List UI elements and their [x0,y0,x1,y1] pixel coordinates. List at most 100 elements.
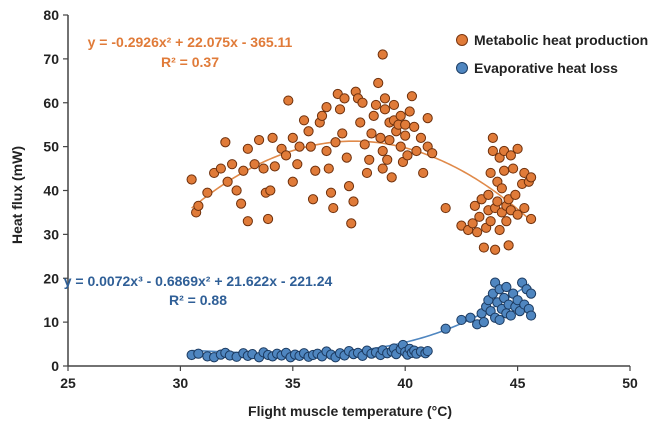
metabolic-point [492,196,503,207]
metabolic-point [236,198,247,209]
evaporative-point [525,310,537,321]
x-tick-label: 30 [173,375,189,391]
metabolic-equation: y = -0.2926x² + 22.075x - 365.11 [88,34,293,50]
metabolic-point [341,152,352,163]
metabolic-point [501,216,512,227]
metabolic-point [472,227,483,238]
x-axis-label: Flight muscle temperature (°C) [248,403,452,419]
evaporative-point [525,288,537,299]
metabolic-point [305,141,316,152]
evaporative-point [494,314,505,326]
metabolic-point [375,132,386,143]
metabolic-point [525,172,537,183]
legend: Metabolic heat production Evaporative he… [456,32,648,76]
metabolic-point [269,161,280,172]
metabolic-point [368,110,379,122]
metabolic-point [474,211,485,222]
metabolic-point [321,102,332,113]
evaporative-point [422,345,433,357]
metabolic-point [359,139,370,150]
metabolic-point [238,165,249,176]
metabolic-point [525,213,537,225]
metabolic-point [373,77,384,89]
metabolic-point [267,132,278,143]
metabolic-point [325,187,337,198]
x-axis-ticks: 25 30 35 40 45 50 [60,366,638,391]
metabolic-point [485,167,496,179]
metabolic-point [395,141,406,152]
metabolic-point [404,106,415,117]
metabolic-point [400,119,411,130]
evaporative-point [456,314,467,326]
evaporative-point [501,281,512,293]
metabolic-point [193,200,204,211]
metabolic-point [485,216,496,227]
metabolic-point [321,145,332,157]
evaporative-fit-curve [191,283,530,355]
metabolic-point [478,242,489,253]
metabolic-point [355,117,366,128]
metabolic-point [402,150,413,161]
metabolic-point [422,113,433,124]
evaporative-point [440,323,451,334]
metabolic-point [512,143,523,154]
metabolic-point [348,196,359,207]
metabolic-point [503,240,514,251]
metabolic-point [287,132,298,143]
metabolic-point [379,93,391,104]
metabolic-point [265,185,276,196]
x-tick-label: 45 [510,375,526,391]
metabolic-point [215,163,226,174]
y-tick-label: 10 [43,314,59,330]
metabolic-point [384,134,395,146]
y-tick-label: 20 [43,270,59,286]
metabolic-point [343,181,355,192]
metabolic-point [231,185,242,196]
evaporative-equation: y = 0.0072x³ - 0.6869x² + 21.622x - 221.… [64,273,333,289]
metabolic-point [519,202,530,214]
metabolic-point [377,49,388,60]
metabolic-fit-equation: y = -0.2926x² + 22.075x - 365.11 R² = 0.… [88,34,293,70]
metabolic-point [494,224,505,236]
metabolic-point [202,187,213,198]
x-tick-label: 50 [622,375,638,391]
metabolic-point [400,130,411,141]
y-tick-label: 50 [43,139,59,155]
metabolic-point [258,163,269,174]
metabolic-point [496,183,507,194]
y-tick-label: 30 [43,226,59,242]
metabolic-point [303,126,314,137]
evaporative-point [465,312,476,323]
evaporative-fit-equation: y = 0.0072x³ - 0.6869x² + 21.622x - 221.… [64,273,333,308]
metabolic-point [409,121,420,132]
evaporative-point [505,310,516,321]
y-tick-label: 40 [43,183,59,199]
metabolic-point [316,110,328,122]
x-tick-label: 40 [397,375,413,391]
metabolic-point [469,200,480,211]
metabolic-point [287,176,298,187]
y-axis-ticks: 0 10 20 30 40 50 60 70 80 [43,7,68,374]
y-tick-label: 60 [43,95,59,111]
evaporative-point [193,348,204,359]
x-tick-label: 25 [60,375,76,391]
metabolic-r-squared: R² = 0.37 [161,54,219,70]
legend-label-metabolic: Metabolic heat production [474,32,648,48]
y-axis-label: Heat flux (mW) [9,146,25,244]
metabolic-point [395,110,406,122]
data-points [186,49,537,363]
x-tick-label: 35 [285,375,301,391]
metabolic-point [386,172,397,183]
metabolic-point [298,115,310,126]
metabolic-point [487,145,498,157]
metabolic-point [337,128,348,139]
metabolic-point [227,159,238,170]
metabolic-point [499,165,510,176]
metabolic-point [339,93,350,104]
evaporative-point [478,317,489,328]
metabolic-point [242,216,253,227]
y-tick-label: 80 [43,7,59,23]
y-tick-label: 70 [43,51,59,67]
metabolic-point [490,244,501,255]
